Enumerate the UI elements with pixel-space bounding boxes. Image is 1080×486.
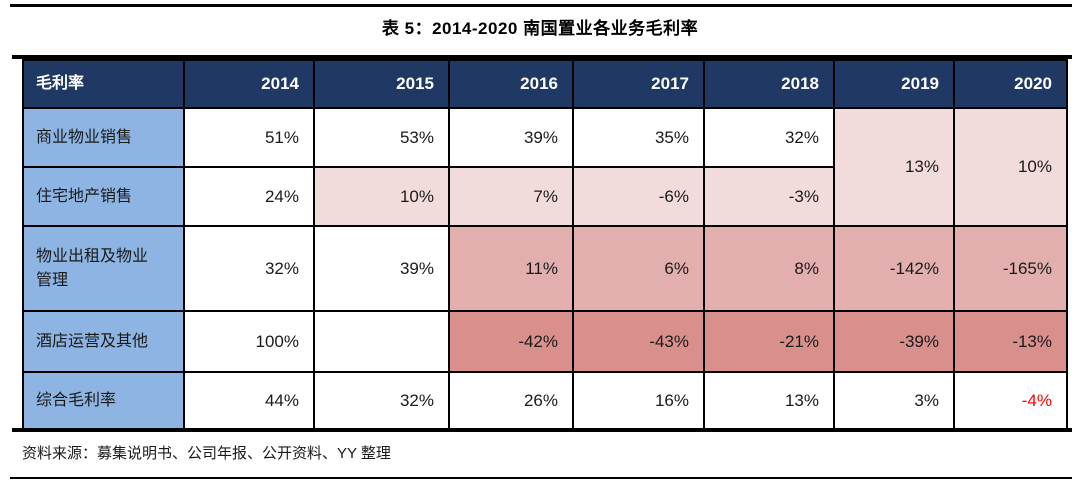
value-cell: -165% [953, 225, 1068, 312]
row-label: 物业出租及物业管理 [22, 225, 185, 312]
col-header-2017: 2017 [572, 59, 705, 109]
value-cell: 35% [572, 107, 705, 168]
value-cell-merged-2019: 13% [833, 107, 955, 227]
value-cell: -142% [833, 225, 955, 312]
value-cell: 32% [183, 225, 315, 312]
table-row-residential-property-sales: 住宅地产销售 24% 10% 7% -6% -3% [22, 166, 1067, 227]
value-cell: 39% [448, 107, 574, 168]
row-label: 综合毛利率 [22, 371, 185, 430]
value-cell-empty [313, 310, 450, 373]
table-row-hotel-operations-other: 酒店运营及其他 100% -42% -43% -21% -39% -13% [22, 310, 1068, 373]
value-cell: 51% [183, 107, 315, 168]
value-cell-negative: -4% [953, 371, 1068, 430]
gross-margin-table: 毛利率 2014 2015 2016 2017 2018 2019 2020 商… [22, 59, 1068, 430]
value-cell: -39% [833, 310, 955, 373]
table-bottom-rule [12, 428, 1072, 432]
table-title: 表 5：2014-2020 南国置业各业务毛利率 [381, 19, 699, 38]
col-header-2019: 2019 [833, 59, 955, 109]
col-header-2020: 2020 [953, 59, 1068, 109]
value-cell: 16% [572, 371, 705, 430]
value-cell: 8% [703, 225, 835, 312]
value-cell: 32% [703, 107, 835, 168]
header-row: 毛利率 2014 2015 2016 2017 2018 2019 2020 [22, 59, 1068, 109]
value-cell: -3% [703, 166, 835, 227]
value-cell: 32% [313, 371, 450, 430]
col-header-2015: 2015 [313, 59, 450, 109]
col-header-2014: 2014 [183, 59, 315, 109]
value-cell: 10% [313, 166, 450, 227]
table-top-rule [12, 55, 1072, 59]
value-cell: 53% [313, 107, 450, 168]
value-cell: 100% [183, 310, 315, 373]
value-cell: -43% [572, 310, 705, 373]
value-cell: 7% [448, 166, 574, 227]
value-cell: 11% [448, 225, 574, 312]
value-cell: 44% [183, 371, 315, 430]
value-cell: -13% [953, 310, 1068, 373]
col-header-2016: 2016 [448, 59, 574, 109]
value-cell: 39% [313, 225, 450, 312]
col-header-2018: 2018 [703, 59, 835, 109]
source-note: 资料来源：募集说明书、公司年报、公开资料、YY 整理 [22, 445, 391, 462]
value-cell: 6% [572, 225, 705, 312]
table-row-commercial-property-sales: 商业物业销售 51% 53% 39% 35% 32% 13% 10% [22, 107, 1068, 227]
value-cell: 26% [448, 371, 574, 430]
table-row-property-leasing-management: 物业出租及物业管理 32% 39% 11% 6% 8% -142% -165% [22, 225, 1068, 312]
col-header-metric: 毛利率 [22, 59, 185, 109]
value-cell: -21% [703, 310, 835, 373]
horizontal-rule-top [10, 4, 1072, 7]
table-row-overall-gross-margin: 综合毛利率 44% 32% 26% 16% 13% 3% -4% [22, 371, 1068, 430]
value-cell: -42% [448, 310, 574, 373]
value-cell-merged-2020: 10% [953, 107, 1068, 227]
row-label: 酒店运营及其他 [22, 310, 185, 373]
value-cell: 24% [183, 166, 315, 227]
value-cell: 13% [703, 371, 835, 430]
row-label: 住宅地产销售 [22, 166, 185, 227]
horizontal-rule-bottom [10, 477, 1072, 479]
value-cell: -6% [572, 166, 705, 227]
value-cell: 3% [833, 371, 955, 430]
row-label: 商业物业销售 [22, 107, 185, 168]
